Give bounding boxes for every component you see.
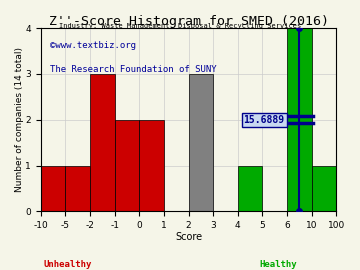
Bar [90, 74, 115, 211]
Bar [287, 28, 312, 211]
Text: 15.6889: 15.6889 [243, 115, 285, 125]
Text: ©www.textbiz.org: ©www.textbiz.org [50, 41, 136, 50]
Bar [189, 74, 213, 211]
Text: Industry: Waste Management, Disposal & Recycling Services: Industry: Waste Management, Disposal & R… [59, 23, 301, 29]
Bar [66, 166, 90, 211]
Text: Unhealthy: Unhealthy [43, 260, 91, 269]
Bar [238, 166, 262, 211]
Bar [115, 120, 139, 211]
Text: Healthy: Healthy [259, 260, 297, 269]
Title: Z''-Score Histogram for SMED (2016): Z''-Score Histogram for SMED (2016) [49, 15, 329, 28]
X-axis label: Score: Score [175, 231, 202, 241]
Bar [139, 120, 164, 211]
Y-axis label: Number of companies (14 total): Number of companies (14 total) [15, 47, 24, 192]
Bar [41, 166, 66, 211]
Text: The Research Foundation of SUNY: The Research Foundation of SUNY [50, 65, 216, 74]
Bar [312, 166, 336, 211]
